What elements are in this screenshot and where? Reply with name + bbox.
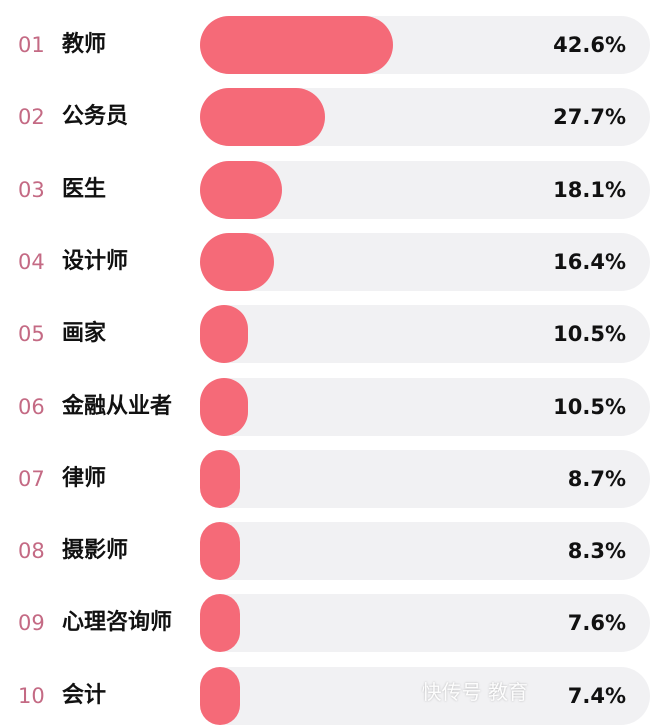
bar-track [200,232,650,291]
bar [200,666,240,725]
rank-label: 08 [18,539,45,564]
bar-row: 10 会计 7.4% [0,666,668,725]
bar-row: 04 设计师 16.4% [0,232,668,291]
rank-label: 01 [18,33,45,57]
bar [200,88,326,147]
category-label: 金融从业者 [62,393,173,419]
value-label: 42.6% [553,33,626,57]
value-label: 8.3% [567,539,626,564]
bar [200,522,240,581]
value-label: 8.7% [567,466,626,491]
bar-track [200,522,650,581]
bar-row: 06 金融从业者 10.5% [0,377,668,436]
bar-track [200,305,650,364]
value-label: 10.5% [553,322,626,347]
value-label: 7.6% [567,611,626,636]
rank-label: 05 [18,322,45,347]
category-label: 摄影师 [62,538,129,564]
rank-label: 09 [18,611,45,636]
rank-label: 06 [18,394,45,419]
value-label: 18.1% [553,177,626,202]
category-label: 医生 [62,176,107,202]
bar-row: 01 教师 42.6% [0,16,668,74]
category-label: 心理咨询师 [62,610,173,636]
bar [200,305,248,364]
watermark: 快传号 教育 [421,680,528,704]
category-label: 公务员 [62,104,129,130]
bar-row: 03 医生 18.1% [0,160,668,219]
bar-row: 09 心理咨询师 7.6% [0,594,668,653]
value-label: 10.5% [553,394,626,419]
bar [200,377,248,436]
value-label: 7.4% [567,683,626,708]
rank-label: 07 [18,466,45,491]
category-label: 会计 [62,682,107,708]
bar-row: 05 画家 10.5% [0,305,668,364]
bar [200,16,393,74]
category-label: 教师 [62,32,107,57]
value-label: 16.4% [553,249,626,274]
bar [200,232,275,291]
value-label: 27.7% [553,105,626,130]
bar [200,449,240,508]
category-label: 律师 [62,465,107,491]
category-label: 画家 [62,321,107,347]
rank-label: 03 [18,177,45,202]
bar [200,594,240,653]
rank-label: 04 [18,249,45,274]
bar-track [200,377,650,436]
bar-row: 02 公务员 27.7% [0,88,668,147]
bar-row: 08 摄影师 8.3% [0,522,668,581]
bar-row: 07 律师 8.7% [0,449,668,508]
bar [200,160,282,219]
rank-label: 10 [18,683,45,708]
rank-label: 02 [18,105,45,130]
bar-track [200,594,650,653]
category-label: 设计师 [62,248,129,274]
bar-track [200,449,650,508]
